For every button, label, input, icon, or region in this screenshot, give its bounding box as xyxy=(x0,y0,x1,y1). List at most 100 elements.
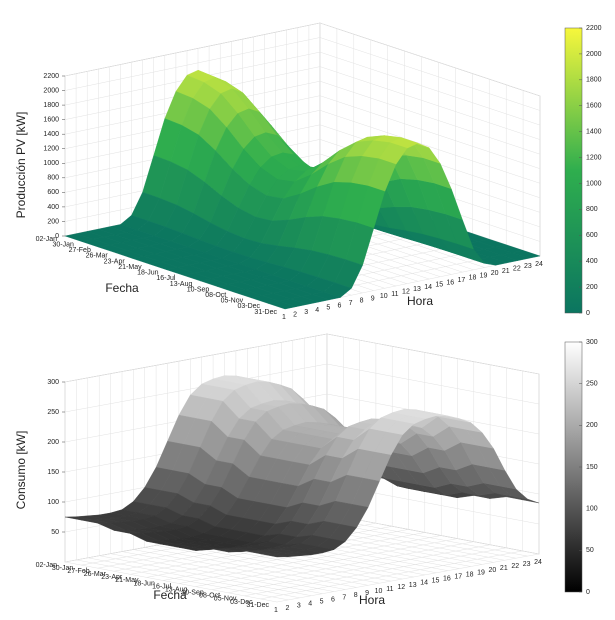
grid-line xyxy=(130,346,393,575)
hour-tick-label: 9 xyxy=(365,590,369,597)
colorbar-tick-label: 250 xyxy=(586,381,598,388)
hour-tick-label: 24 xyxy=(535,261,543,268)
z-tick-label: 1400 xyxy=(43,131,59,138)
hour-tick-label: 9 xyxy=(371,295,375,302)
date-tick-label: 05-Nov xyxy=(214,596,237,603)
hour-tick-label: 22 xyxy=(513,265,521,272)
z-tick-label: 2000 xyxy=(43,87,59,94)
hour-tick-label: 19 xyxy=(480,272,488,279)
z-tick-label: 50 xyxy=(51,529,59,536)
hour-tick-label: 10 xyxy=(380,293,388,300)
date-tick-label: 02-Jan xyxy=(36,236,58,243)
z-tick-label: 800 xyxy=(47,175,59,182)
colorbar-tick-label: 400 xyxy=(586,258,598,265)
hour-tick-label: 8 xyxy=(360,298,364,305)
date-tick-label: 10-Sep xyxy=(187,286,210,293)
date-tick-label: 27-Feb xyxy=(69,247,91,254)
date-tick-label: 30-Jan xyxy=(52,565,74,572)
hour-tick-label: 14 xyxy=(424,284,432,291)
hour-tick-label: 2 xyxy=(293,312,297,319)
hour-tick-label: 12 xyxy=(397,584,405,591)
colorbar-tick-label: 300 xyxy=(586,339,598,346)
hour-tick-label: 3 xyxy=(297,603,301,610)
colorbar-tick-label: 600 xyxy=(586,232,598,239)
hour-tick-label: 16 xyxy=(443,576,451,583)
z-tick-label: 1600 xyxy=(43,116,59,123)
colorbar-tick-label: 50 xyxy=(586,547,594,554)
colorbar-tick-label: 1400 xyxy=(586,128,602,135)
surface-cell xyxy=(260,553,289,558)
surface-chart: 5010015020025030002-Jan30-Jan27-Feb26-Ma… xyxy=(14,333,598,614)
surface-cell xyxy=(267,300,297,310)
date-tick-label: 03-Dec xyxy=(230,599,253,606)
hour-tick-label: 22 xyxy=(511,563,519,570)
hour-tick-label: 12 xyxy=(402,288,410,295)
z-tick-label: 100 xyxy=(47,499,59,506)
date-tick-label: 03-Dec xyxy=(237,303,260,310)
z-tick-label: 0 xyxy=(55,233,59,240)
hour-tick-label: 4 xyxy=(308,601,312,608)
date-tick-label: 18-Jun xyxy=(133,580,155,587)
date-tick-label: 18-Jun xyxy=(137,270,159,277)
z-tick-label: 1000 xyxy=(43,160,59,167)
hour-tick-label: 11 xyxy=(391,291,398,298)
hour-tick-label: 7 xyxy=(342,594,346,601)
date-tick-label: 16-Jul xyxy=(156,275,176,282)
date-tick-label: 08-Oct xyxy=(205,292,226,299)
hour-tick-label: 5 xyxy=(320,598,324,605)
hour-tick-label: 20 xyxy=(489,567,497,574)
z-axis-label: Producción PV [kW] xyxy=(14,112,28,219)
hour-tick-label: 1 xyxy=(274,607,278,614)
colorbar-tick-label: 1000 xyxy=(586,180,602,187)
hour-tick-label: 3 xyxy=(304,309,308,316)
grid-line xyxy=(276,374,540,603)
hour-tick-label: 21 xyxy=(500,565,508,572)
grid-line xyxy=(228,364,491,594)
hour-tick-label: 19 xyxy=(477,569,485,576)
hour-tick-label: 5 xyxy=(326,305,330,312)
date-tick-label: 27-Feb xyxy=(67,568,89,575)
date-axis-label: Fecha xyxy=(105,281,139,295)
hour-tick-label: 23 xyxy=(524,263,532,270)
date-tick-label: 26-Mar xyxy=(86,253,109,260)
hour-tick-label: 1 xyxy=(282,314,286,321)
hour-tick-label: 13 xyxy=(409,582,417,589)
colorbar-tick-label: 0 xyxy=(586,589,590,596)
date-tick-label: 02-Jan xyxy=(36,562,58,569)
z-tick-label: 2200 xyxy=(43,73,59,80)
surface-chart: 0200400600800100012001400160018002000220… xyxy=(14,22,602,321)
z-tick-label: 200 xyxy=(47,439,59,446)
hour-tick-label: 21 xyxy=(502,268,510,275)
z-tick-label: 150 xyxy=(47,469,59,476)
colorbar-tick-label: 2000 xyxy=(586,51,602,58)
hour-tick-label: 6 xyxy=(337,302,341,309)
date-tick-label: 31-Dec xyxy=(246,602,269,609)
hour-tick-label: 16 xyxy=(446,279,454,286)
z-tick-label: 400 xyxy=(47,204,59,211)
date-tick-label: 10-Sep xyxy=(181,590,204,597)
date-tick-label: 13-Aug xyxy=(170,281,193,288)
z-tick-label: 250 xyxy=(47,409,59,416)
z-tick-label: 300 xyxy=(47,379,59,386)
hour-axis-label: Hora xyxy=(359,593,385,607)
colorbar-tick-label: 1800 xyxy=(586,77,602,84)
colorbar-tick-label: 200 xyxy=(586,284,598,291)
colorbar-tick-label: 1200 xyxy=(586,154,602,161)
z-tick-label: 1800 xyxy=(43,102,59,109)
date-tick-label: 31-Dec xyxy=(254,309,277,316)
z-tick-label: 200 xyxy=(47,218,59,225)
colorbar-tick-label: 800 xyxy=(586,206,598,213)
grid-line xyxy=(244,367,507,597)
z-axis-label: Consumo [kW] xyxy=(14,431,28,510)
hour-tick-label: 7 xyxy=(349,300,353,307)
colorbar-tick-label: 1600 xyxy=(586,103,602,110)
grid-line xyxy=(211,361,475,590)
date-tick-label: 21-May xyxy=(115,577,139,584)
hour-tick-label: 17 xyxy=(454,573,462,580)
colorbar-tick-label: 200 xyxy=(586,422,598,429)
colorbar xyxy=(564,27,583,314)
date-tick-label: 21-May xyxy=(118,264,142,271)
date-tick-label: 08-Oct xyxy=(199,593,220,600)
hour-tick-label: 13 xyxy=(413,286,421,293)
